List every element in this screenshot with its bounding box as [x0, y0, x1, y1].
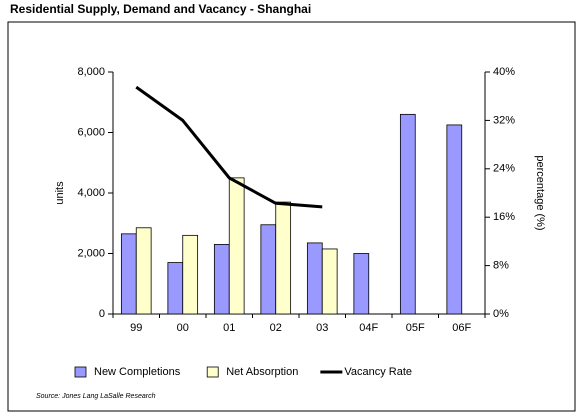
- bar: [120, 233, 137, 315]
- x-tick-label: 06F: [452, 322, 471, 334]
- x-tick-label: 04F: [359, 322, 378, 334]
- x-tick-label: 05F: [406, 322, 425, 334]
- y2-tick-label: 32%: [493, 114, 515, 126]
- y-tick-label: 6,000: [77, 126, 105, 138]
- y2-tick-label: 16%: [493, 211, 515, 223]
- legend-label: Net Absorption: [226, 366, 298, 378]
- bar: [353, 253, 370, 315]
- bar: [167, 262, 184, 315]
- legend-swatch: [74, 366, 87, 378]
- x-tick-label: 02: [270, 322, 282, 334]
- bar: [321, 248, 338, 315]
- x-tick-label: 03: [316, 322, 328, 334]
- bar: [446, 124, 463, 315]
- legend-label: Vacancy Rate: [344, 366, 412, 378]
- bar: [228, 177, 245, 315]
- y-axis-label: units: [54, 181, 66, 205]
- x-tick-label: 01: [223, 322, 235, 334]
- y2-axis-label: percentage (%): [534, 155, 546, 230]
- bar: [306, 242, 323, 315]
- x-tick-label: 99: [130, 322, 142, 334]
- y-tick-label: 8,000: [77, 66, 105, 78]
- bar: [399, 113, 416, 315]
- bar: [275, 201, 292, 315]
- chart-title: Residential Supply, Demand and Vacancy -…: [10, 2, 311, 16]
- y-tick-label: 0: [99, 308, 105, 320]
- chart-frame: [7, 21, 576, 412]
- y2-tick-label: 24%: [493, 163, 515, 175]
- y-tick-label: 2,000: [77, 247, 105, 259]
- y2-tick-label: 0%: [493, 308, 509, 320]
- source-note: Source: Jones Lang LaSalle Research: [36, 393, 156, 400]
- line-series: [135, 85, 323, 209]
- bar: [213, 244, 230, 315]
- legend-swatch: [206, 366, 219, 378]
- bar: [260, 224, 277, 315]
- bar: [135, 227, 152, 315]
- bar: [182, 234, 199, 315]
- y-tick-label: 4,000: [77, 187, 105, 199]
- x-tick-label: 00: [177, 322, 189, 334]
- legend-label: New Completions: [94, 366, 181, 378]
- y2-tick-label: 8%: [493, 260, 509, 272]
- y2-tick-label: 40%: [493, 66, 515, 78]
